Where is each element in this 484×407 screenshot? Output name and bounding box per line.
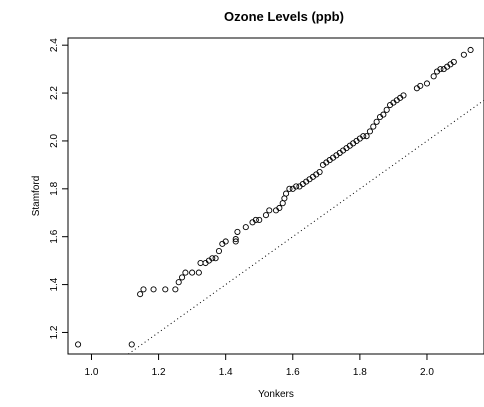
data-point <box>138 292 143 297</box>
x-axis: 1.0 1.2 1.4 1.6 1.8 2.0 <box>85 354 435 378</box>
data-point <box>468 47 473 52</box>
data-point <box>163 287 168 292</box>
data-point <box>198 260 203 265</box>
data-point <box>151 287 156 292</box>
data-point <box>367 129 372 134</box>
data-point <box>173 287 178 292</box>
data-point <box>263 213 268 218</box>
data-point <box>257 217 262 222</box>
y-tick-label: 2.4 <box>49 38 60 52</box>
data-point <box>190 270 195 275</box>
data-point <box>384 107 389 112</box>
plot-frame <box>68 38 484 354</box>
data-point <box>216 248 221 253</box>
x-tick-label: 1.8 <box>353 367 367 378</box>
x-tick-label: 1.2 <box>152 367 166 378</box>
data-point <box>235 229 240 234</box>
data-point <box>213 256 218 261</box>
data-point <box>374 119 379 124</box>
y-tick-label: 1.2 <box>49 325 60 339</box>
x-tick-label: 1.0 <box>85 367 99 378</box>
data-point <box>424 81 429 86</box>
data-point <box>75 342 80 347</box>
y-axis-title: Stamford <box>31 176 42 217</box>
data-point <box>267 208 272 213</box>
data-point <box>283 191 288 196</box>
data-point <box>179 275 184 280</box>
data-point <box>431 74 436 79</box>
x-tick-label: 1.4 <box>219 367 233 378</box>
data-points <box>75 47 473 347</box>
data-point <box>183 270 188 275</box>
data-point <box>364 134 369 139</box>
y-tick-label: 1.6 <box>49 229 60 243</box>
x-tick-label: 2.0 <box>420 367 434 378</box>
reference-line <box>128 100 484 354</box>
data-point <box>141 287 146 292</box>
y-tick-label: 2.0 <box>49 134 60 148</box>
y-tick-label: 2.2 <box>49 86 60 100</box>
x-tick-label: 1.6 <box>286 367 300 378</box>
data-point <box>196 270 201 275</box>
data-point <box>243 225 248 230</box>
data-point <box>461 52 466 57</box>
x-axis-title: Yonkers <box>258 389 294 400</box>
y-tick-label: 1.8 <box>49 181 60 195</box>
y-axis: 1.2 1.4 1.6 1.8 2.0 2.2 2.4 <box>49 38 68 340</box>
data-point <box>371 124 376 129</box>
y-tick-label: 1.4 <box>49 277 60 291</box>
chart-title: Ozone Levels (ppb) <box>224 9 344 24</box>
data-point <box>129 342 134 347</box>
data-point <box>176 280 181 285</box>
